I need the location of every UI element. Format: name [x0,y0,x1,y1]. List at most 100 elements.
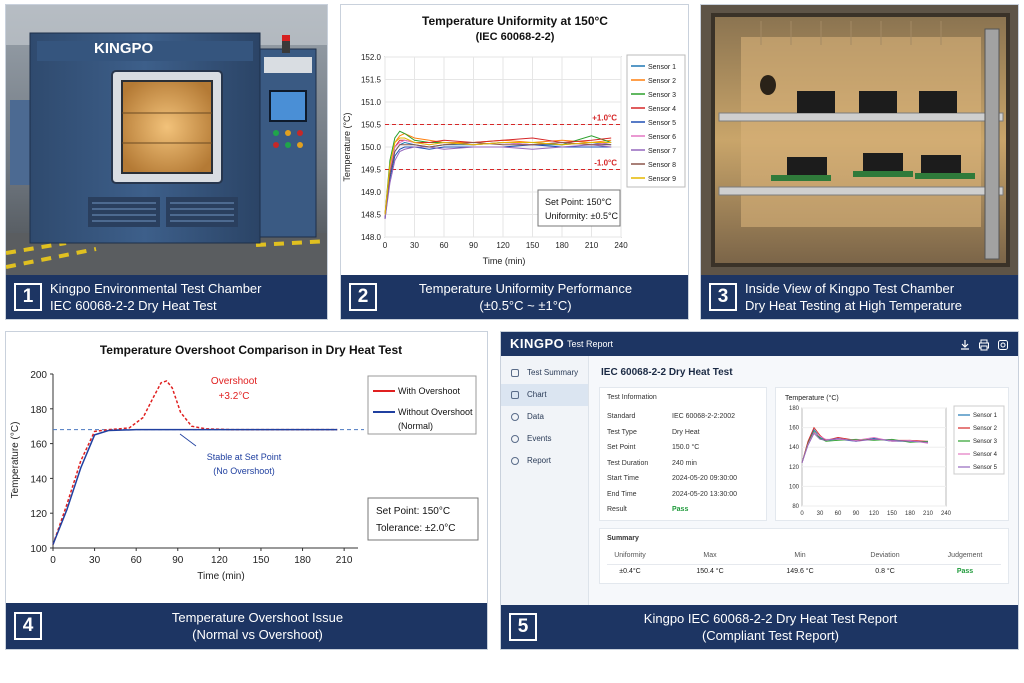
y-tick-label: 150.0 [361,143,382,152]
info-line: Set Point: 150°C [376,506,450,517]
y-tick-label: 149.5 [361,166,382,175]
summary-value: 0.8 °C [875,568,895,575]
y-tick-label: 140 [789,445,800,451]
legend-label: With Overshoot [398,386,461,396]
legend-label: Sensor 2 [648,78,676,85]
info-line: Tolerance: ±2.0°C [376,523,456,534]
x-tick-label: 180 [555,241,569,250]
legend-label: Without Overshoot [398,407,473,417]
y-tick-label: 80 [792,504,799,510]
x-tick-label: 240 [614,241,628,250]
x-tick-label: 60 [131,555,143,566]
test-info-card: Test Information Standard IEC 60068-2-2:2… [599,387,767,521]
y-axis-label: Temperature (°C) [342,112,352,181]
chamber-photo: KINGPO [6,5,327,277]
x-tick-label: 180 [294,555,311,566]
x-tick-label: 120 [496,241,510,250]
x-tick-label: 210 [923,511,934,517]
legend-label: Sensor 5 [973,465,998,471]
chart-icon [511,391,519,399]
x-tick-label: 210 [585,241,599,250]
plot-frame [801,407,947,507]
info-key: Start Time [607,475,639,482]
sidebar-item-chart[interactable]: Chart [501,384,588,406]
stable-annotation: Stable at Set Point [207,452,282,462]
chart-subtitle: (IEC 60068-2-2) [476,31,555,43]
x-tick-label: 30 [410,241,419,250]
summary-value: 149.6 °C [786,568,814,575]
x-tick-label: 150 [887,511,898,517]
print-icon[interactable] [978,338,990,351]
sidebar-item-label: Test Summary [527,368,579,377]
sidebar-item-test-summary[interactable]: Test Summary [501,362,588,384]
info-box [367,497,479,541]
sidebar: Test Summary Chart Data Events Report [501,356,589,605]
legend-label: (Normal) [398,421,433,431]
stable-annotation-arrow [179,433,197,447]
caption-number: 4 [14,612,42,640]
card-title: Test Information [607,394,657,401]
caption-line-2: Dry Heat Testing at High Temperature [745,298,963,313]
caption-number: 3 [709,283,737,311]
uniformity-chart: Temperature Uniformity at 150°C (IEC 600… [342,14,686,266]
summary-divider [607,564,1001,565]
legend-label: Sensor 7 [648,148,676,155]
y-tick-label: 152.0 [361,53,382,62]
sidebar-item-events[interactable]: Events [501,428,588,450]
x-tick-label: 180 [905,511,916,517]
info-key: Test Type [607,428,637,436]
y-tick-label: 151.0 [361,98,382,107]
series-line [801,428,929,464]
y-tick-label: 150.5 [361,121,382,130]
legend-label: Sensor 9 [648,176,676,183]
y-tick-label: 160 [30,440,47,451]
download-icon[interactable] [959,338,971,350]
caption-bar: 5 Kingpo IEC 60068-2-2 Dry Heat Test Rep… [501,605,1018,649]
panel-test-report: KINGPO Test Report Test Summary Chart Da… [500,331,1019,650]
limit-label: -1.0°C [594,159,617,168]
y-tick-label: 148.5 [361,211,382,220]
series-line [384,144,612,220]
settings-icon[interactable] [997,338,1009,350]
chart-title: Temperature Uniformity at 150°C [422,14,608,28]
x-tick-label: 30 [89,555,101,566]
stable-annotation: (No Overshoot) [213,466,275,476]
limit-label: +1.0°C [592,114,617,123]
sidebar-item-report[interactable]: Report [501,450,588,472]
sidebar-item-label: Events [527,434,552,443]
info-key: Set Point [607,444,636,451]
chamber-interior-photo [701,5,1018,277]
legend-label: Sensor 6 [648,134,676,141]
summary-header: Min [794,552,806,559]
caption-line-2: (±0.5°C ~ ±1°C) [479,298,572,313]
panel-overshoot-chart: Temperature Overshoot Comparison in Dry … [5,331,488,650]
caption-line-1: Inside View of Kingpo Test Chamber [745,281,955,296]
x-tick-label: 90 [853,511,860,517]
x-tick-label: 150 [526,241,540,250]
mini-chart-title: Temperature (°C) [785,394,839,402]
legend-label: Sensor 1 [648,64,676,71]
legend-label: Sensor 3 [973,439,998,445]
y-tick-label: 120 [789,465,800,471]
panel-inside-view: 3 Inside View of Kingpo Test Chamber Dry… [700,4,1019,320]
temperature-mini-chart: Temperature (°C) 80 100 120 140 160 180 0 30 60 9… [785,394,1005,517]
report-icon [511,457,519,465]
series-line [52,380,338,545]
sidebar-item-data[interactable]: Data [501,406,588,428]
summary-header: Uniformity [614,552,646,559]
y-tick-label: 100 [30,544,47,555]
caption-number: 1 [14,283,42,311]
caption-line-2: (Compliant Test Report) [701,628,840,643]
caption-bar: 4 Temperature Overshoot Issue (Normal vs… [6,603,487,649]
x-tick-label: 120 [211,555,228,566]
info-key: Result [607,506,627,513]
info-value: Pass [672,506,689,513]
x-tick-label: 210 [336,555,353,566]
x-axis-label: Time (min) [483,256,526,266]
info-value: 150.0 °C [672,444,700,451]
x-tick-label: 90 [172,555,184,566]
app-brand: KINGPO [510,336,565,351]
summary-title: Summary [607,535,639,542]
series-line [801,426,929,464]
summary-value: ±0.4°C [619,568,641,575]
